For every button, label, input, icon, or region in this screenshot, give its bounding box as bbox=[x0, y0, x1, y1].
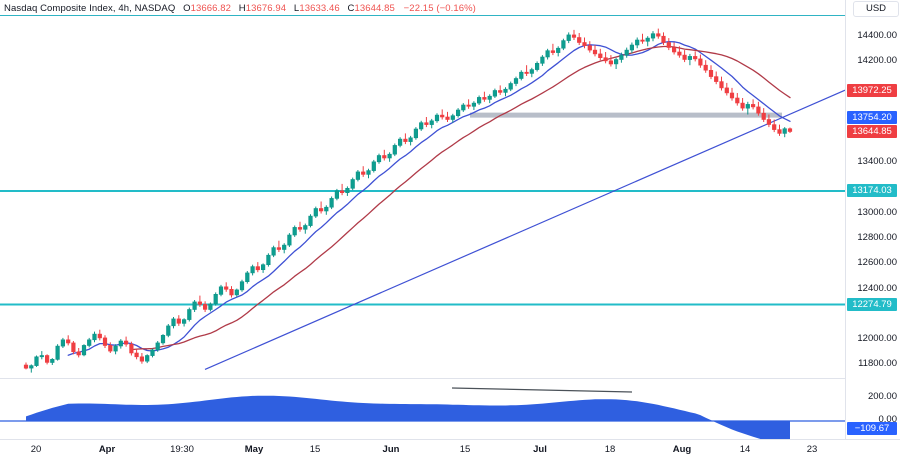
indicator-badge[interactable]: −109.67 bbox=[847, 422, 897, 435]
indicator-plot bbox=[0, 387, 845, 439]
time-tick-label: 20 bbox=[30, 444, 42, 455]
support-badge-lower[interactable]: 12274.79 bbox=[847, 297, 897, 311]
chart-legend: Nasdaq Composite Index, 4h, NASDAQ O1366… bbox=[4, 2, 476, 15]
time-tick-label: 19:30 bbox=[170, 444, 194, 455]
time-tick-label: 23 bbox=[806, 444, 818, 455]
price-tick-label: 13000.00 bbox=[857, 206, 897, 218]
last-price-badge[interactable]: 13644.85 bbox=[847, 125, 897, 138]
resistance-badge[interactable]: 13972.25 bbox=[847, 83, 897, 97]
time-tick-label: 15 bbox=[309, 444, 321, 455]
time-tick-label: Jun bbox=[382, 444, 400, 455]
time-axis-divider bbox=[0, 439, 900, 440]
ma-badge[interactable]: 13754.20 bbox=[847, 111, 897, 125]
indicator-pane[interactable] bbox=[0, 379, 845, 439]
time-axis[interactable]: 20 Apr 19:30 May 15 Jun 15 Jul 18 Aug 14 23 bbox=[0, 440, 900, 461]
time-tick-label: 15 bbox=[459, 444, 471, 455]
open-label: O bbox=[183, 3, 191, 14]
high-value: 13676.94 bbox=[245, 3, 287, 14]
time-tick-label: Aug bbox=[672, 444, 692, 455]
price-tick-label: 12600.00 bbox=[857, 257, 897, 269]
header-divider bbox=[0, 15, 845, 17]
indicator-tick-label: 200.00 bbox=[867, 391, 897, 402]
ascending-trendline[interactable] bbox=[204, 89, 845, 370]
time-tick-label: 18 bbox=[604, 444, 616, 455]
open-value: 13666.82 bbox=[190, 3, 232, 14]
time-tick-label: Jul bbox=[533, 444, 547, 455]
time-tick-label: May bbox=[244, 444, 264, 455]
price-plot bbox=[0, 28, 845, 373]
axis-divider bbox=[845, 0, 846, 439]
bearish-divergence-line[interactable] bbox=[451, 387, 633, 393]
support-badge-upper[interactable]: 13174.03 bbox=[847, 184, 897, 198]
high-label: H bbox=[238, 3, 246, 14]
price-tick-label: 11800.00 bbox=[858, 358, 897, 370]
candle-series bbox=[23, 28, 793, 373]
low-value: 13633.46 bbox=[299, 3, 340, 14]
close-value: 13644.85 bbox=[354, 3, 395, 14]
price-axis[interactable]: USD 14400.00 14200.00 13400.00 13000.00 1280… bbox=[846, 0, 900, 439]
price-pane[interactable] bbox=[0, 16, 845, 377]
low-label: L bbox=[293, 3, 300, 14]
price-tick-label: 14400.00 bbox=[857, 30, 897, 42]
currency-label[interactable]: USD bbox=[853, 1, 899, 17]
ma-fast-line bbox=[67, 40, 791, 356]
symbol-label[interactable]: Nasdaq Composite Index, 4h, NASDAQ bbox=[4, 3, 176, 14]
price-tick-label: 12000.00 bbox=[857, 333, 897, 345]
oscillator-area bbox=[26, 395, 790, 439]
ma-slow-line bbox=[130, 45, 791, 351]
change-value: −22.15 (−0.16%) bbox=[403, 3, 476, 14]
price-tick-label: 12800.00 bbox=[857, 232, 897, 244]
time-tick-label: 14 bbox=[739, 444, 751, 455]
price-tick-label: 13400.00 bbox=[857, 156, 897, 168]
time-tick-label: Apr bbox=[98, 444, 116, 455]
close-label: C bbox=[347, 3, 355, 14]
indicator-tick-label: 0.00 bbox=[878, 414, 898, 425]
price-tick-label: 12400.00 bbox=[857, 282, 897, 294]
pane-divider bbox=[0, 378, 845, 379]
price-tick-label: 14200.00 bbox=[857, 55, 897, 67]
